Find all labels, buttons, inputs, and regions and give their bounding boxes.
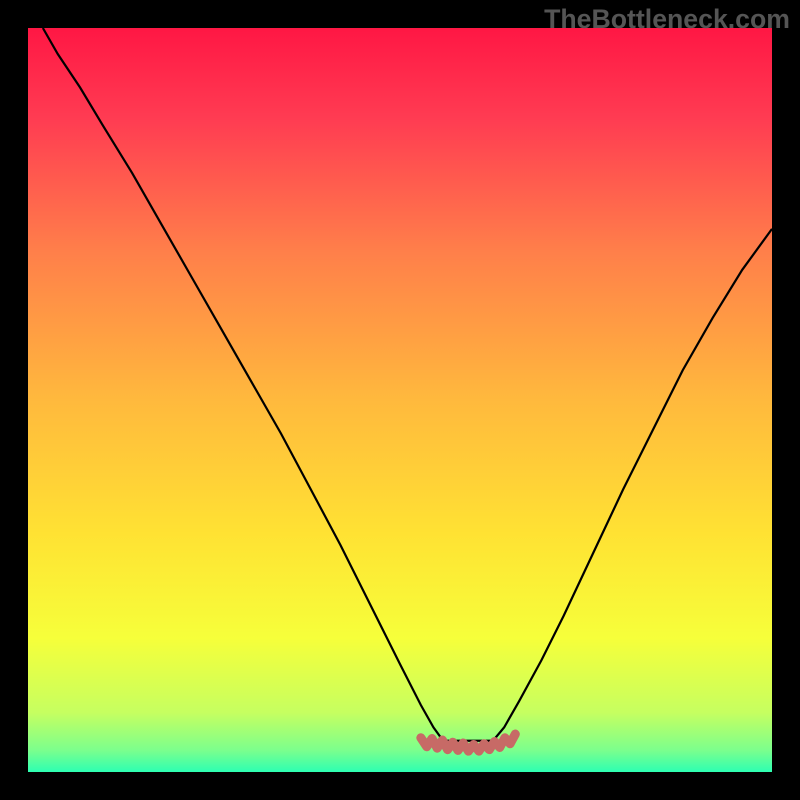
chart-container: TheBottleneck.com <box>0 0 800 800</box>
plot-area <box>28 28 772 772</box>
watermark-text: TheBottleneck.com <box>544 4 790 35</box>
curve-layer <box>28 28 772 772</box>
bottleneck-curve <box>43 28 772 741</box>
optimum-squiggle <box>421 734 515 751</box>
